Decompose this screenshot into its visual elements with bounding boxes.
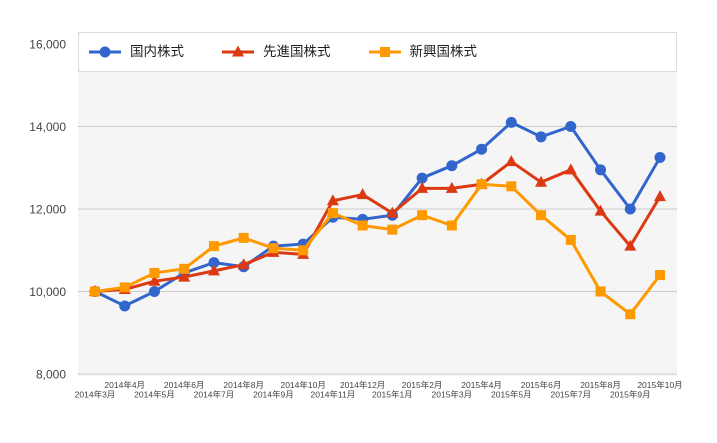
data-point-marker[interactable] [357,220,368,231]
x-tick-label: 2015年2月 [402,380,443,390]
x-tick-label: 2014年9月 [253,390,294,400]
x-tick-label: 2015年7月 [550,390,591,400]
data-point-marker[interactable] [208,241,219,252]
data-point-marker[interactable] [446,160,458,172]
data-point-marker[interactable] [268,243,279,254]
data-point-marker[interactable] [506,181,517,192]
x-tick-label: 2014年12月 [340,380,385,390]
data-point-marker[interactable] [624,239,637,251]
x-tick-label: 2014年4月 [104,380,145,390]
data-point-marker[interactable] [565,234,576,245]
data-point-marker[interactable] [207,264,220,276]
data-point-marker[interactable] [654,151,666,163]
y-tick-label: 12,000 [29,203,66,217]
data-point-marker[interactable] [326,194,339,206]
data-point-marker[interactable] [595,164,607,176]
legend-sample-marker [99,46,111,58]
legend-item-1[interactable]: 国内株式 [88,45,184,59]
data-point-marker[interactable] [298,245,309,256]
circle-marker-icon [89,46,121,58]
x-tick-label: 2015年3月 [432,390,473,400]
data-point-marker[interactable] [208,257,220,269]
data-point-marker[interactable] [238,232,249,243]
data-point-marker[interactable] [148,274,161,286]
data-point-marker[interactable] [237,258,250,270]
y-tick-label: 14,000 [29,120,66,134]
legend-label: 国内株式 [130,44,184,60]
x-tick-label: 2014年11月 [311,390,356,400]
data-point-marker[interactable] [178,270,191,282]
data-point-marker[interactable] [148,286,160,297]
x-tick-label: 2015年1月 [372,390,413,400]
x-tick-label: 2014年10月 [280,380,325,390]
x-tick-label: 2014年8月 [223,380,264,390]
data-point-marker[interactable] [625,309,636,320]
x-tick-label: 2015年9月 [610,390,651,400]
data-point-marker[interactable] [446,220,457,231]
legend-label: 先進国株式 [263,44,331,60]
data-point-marker[interactable] [386,206,399,218]
series-square [90,179,665,320]
data-point-marker[interactable] [655,270,665,280]
data-point-marker[interactable] [476,179,487,190]
data-point-marker[interactable] [536,210,547,221]
data-point-marker[interactable] [417,210,428,221]
y-tick-label: 8,000 [36,368,66,382]
data-point-marker[interactable] [356,188,369,200]
y-tick-label: 10,000 [29,285,66,299]
data-point-marker[interactable] [624,203,636,215]
x-tick-label: 2015年5月 [491,390,532,400]
legend-label: 新興国株式 [409,44,478,60]
data-point-marker[interactable] [594,204,607,216]
plot-area [78,72,677,376]
triangle-marker-icon [222,45,254,57]
legend-sample-marker [232,45,244,57]
legend-item-2[interactable]: 先進国株式 [221,45,331,59]
y-tick-label: 16,000 [29,38,66,52]
series-line [93,160,662,293]
legend-item-3[interactable]: 新興国株式 [368,44,478,60]
data-point-marker[interactable] [179,263,190,274]
x-tick-label: 2015年6月 [521,380,562,390]
data-point-marker[interactable] [119,282,130,293]
data-point-marker[interactable] [149,267,160,278]
data-point-marker[interactable] [445,181,458,193]
data-point-marker[interactable] [535,131,547,143]
data-point-marker[interactable] [595,286,606,297]
data-point-marker[interactable] [90,286,100,297]
data-point-marker[interactable] [119,300,131,312]
x-tick-label: 2015年4月 [461,380,502,390]
x-tick-label: 2014年7月 [194,390,235,400]
data-point-marker[interactable] [654,190,666,202]
data-point-marker[interactable] [505,116,517,128]
square-marker-icon [368,47,401,57]
data-point-marker[interactable] [387,224,398,235]
data-point-marker[interactable] [476,143,488,155]
data-point-marker[interactable] [564,163,577,175]
legend-sample-marker [379,47,390,57]
data-point-marker[interactable] [535,175,548,187]
data-point-marker[interactable] [416,181,429,193]
x-tick-label: 2014年5月 [134,390,175,400]
x-tick-label: 2014年6月 [164,380,205,390]
x-tick-label: 2014年3月 [75,390,116,400]
data-point-marker[interactable] [327,208,338,219]
x-tick-label: 2015年8月 [580,380,621,390]
data-point-marker[interactable] [505,155,518,167]
series-triangle [89,155,666,296]
chart-legend: 国内株式 先進国株式 新興国株式 [78,32,677,72]
data-point-marker[interactable] [416,172,428,184]
data-point-marker[interactable] [565,121,577,132]
x-tick-label: 2015年10月 [637,380,682,390]
